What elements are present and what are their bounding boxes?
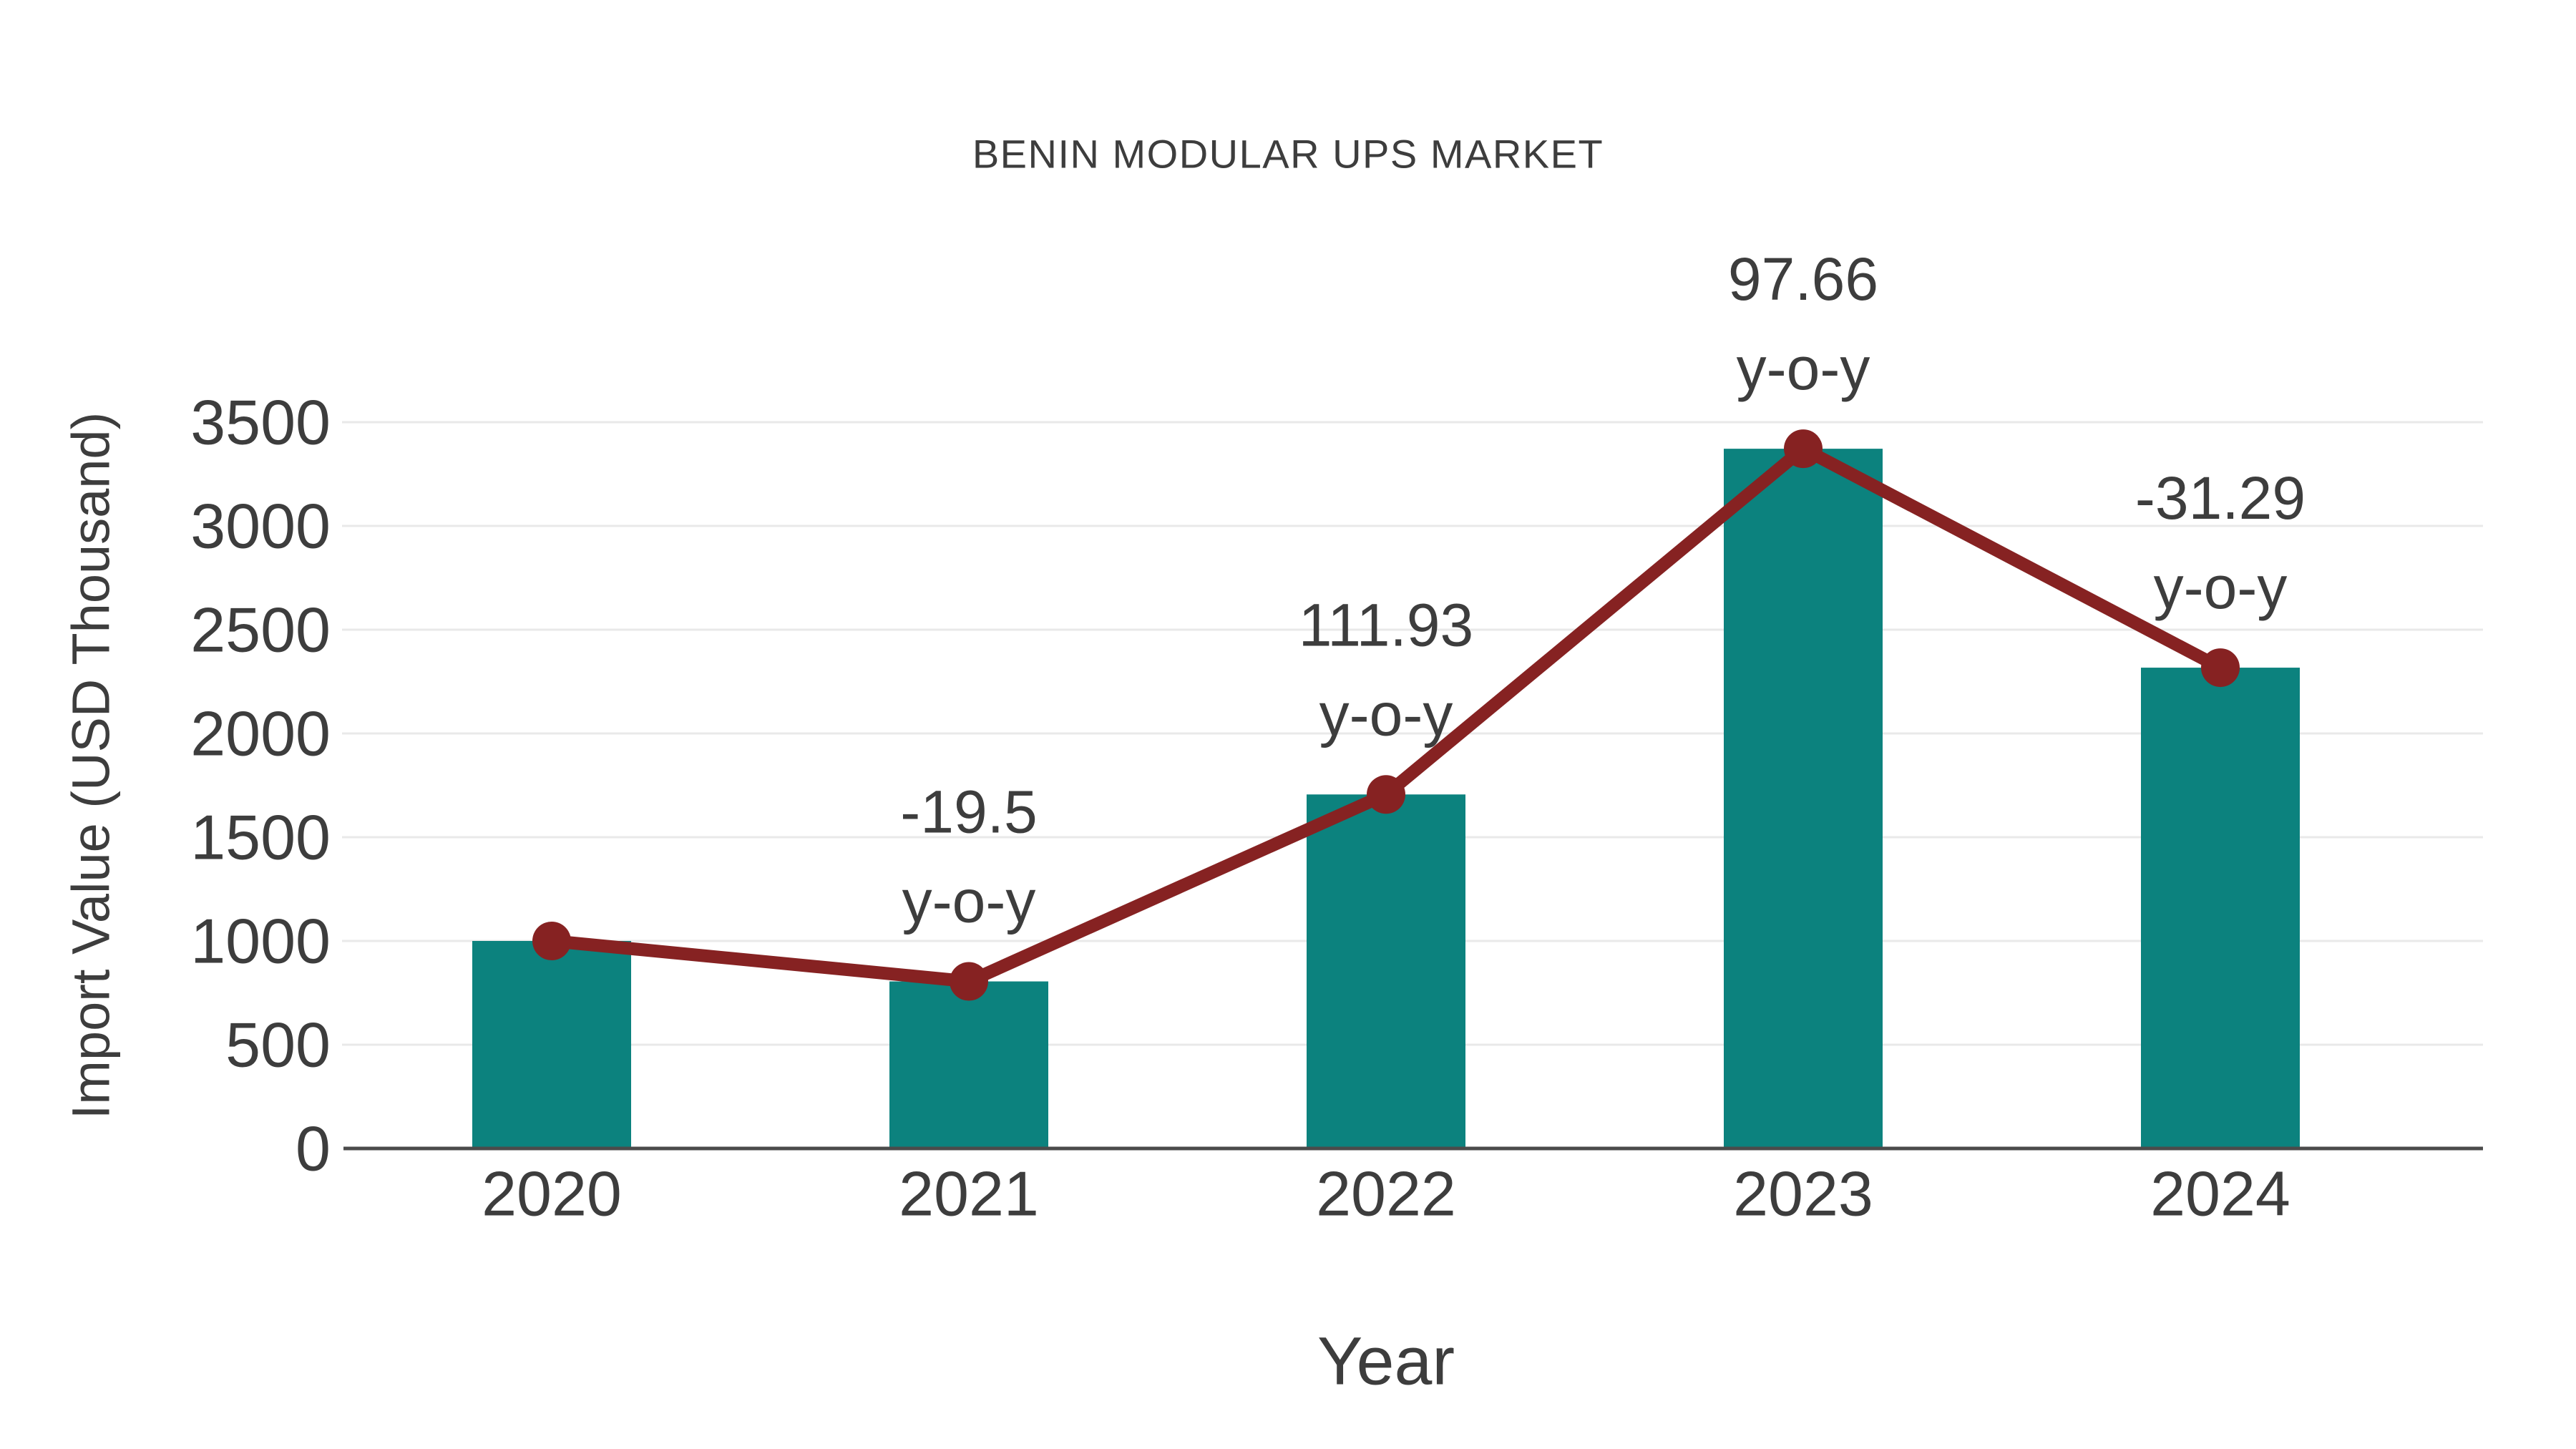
annotation-value-2022: 111.93 [1299, 591, 1473, 658]
y-tick-label: 500 [225, 1010, 331, 1080]
bar-2023 [1724, 449, 1883, 1148]
bar-2020 [472, 941, 631, 1148]
annotation-suffix-2023: y-o-y [1737, 335, 1870, 402]
annotation-suffix-2021: y-o-y [902, 868, 1036, 935]
x-tick-label: 2024 [2150, 1158, 2290, 1229]
annotation-suffix-2022: y-o-y [1319, 680, 1453, 748]
annotation-suffix-2024: y-o-y [2154, 554, 2288, 621]
x-tick-label: 2020 [482, 1158, 622, 1229]
trend-marker-2020 [532, 922, 571, 960]
trend-marker-2022 [1367, 775, 1405, 814]
y-tick-label: 1500 [190, 802, 331, 873]
annotation-value-2024: -31.29 [2135, 464, 2306, 532]
trend-marker-2023 [1784, 429, 1823, 469]
chart-title: BENIN MODULAR UPS MARKET [972, 131, 1604, 177]
bar-2024 [2141, 668, 2300, 1148]
y-tick-label: 1000 [190, 906, 331, 977]
x-tick-label: 2022 [1316, 1158, 1456, 1229]
y-tick-label: 0 [296, 1113, 331, 1184]
y-tick-label: 2500 [190, 595, 331, 665]
x-tick-label: 2021 [899, 1158, 1039, 1229]
trend-marker-2024 [2201, 648, 2240, 688]
x-axis-title: Year [1317, 1323, 1455, 1400]
y-tick-label: 3000 [190, 491, 331, 562]
bar-2022 [1307, 794, 1465, 1148]
annotation-value-2021: -19.5 [900, 779, 1037, 846]
x-tick-label: 2023 [1733, 1158, 1873, 1229]
y-tick-label: 3500 [190, 387, 331, 458]
bar-2021 [889, 981, 1048, 1148]
trend-marker-2021 [950, 962, 988, 1001]
y-tick-label: 2000 [190, 698, 331, 769]
annotation-value-2023: 97.66 [1728, 245, 1878, 313]
